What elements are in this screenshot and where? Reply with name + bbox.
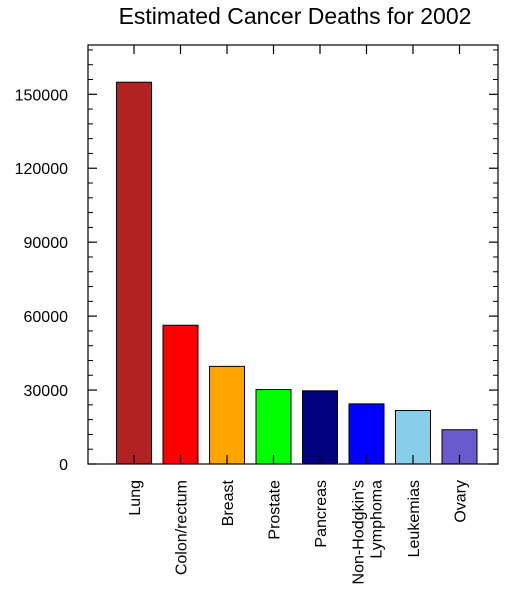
- bar-4: [302, 390, 338, 465]
- y-tick-label: 0: [59, 457, 68, 474]
- bar-0: [116, 81, 152, 465]
- bar-3: [255, 389, 292, 465]
- chart-title: Estimated Cancer Deaths for 2002: [119, 3, 472, 29]
- y-tick-label: 90000: [24, 235, 69, 252]
- x-category-label: Ovary: [453, 480, 470, 523]
- bar-1: [162, 324, 199, 465]
- x-category-label: Colon/rectum: [174, 480, 191, 575]
- bars-layer: [116, 81, 478, 465]
- bar-2: [209, 365, 245, 465]
- y-tick-label: 150000: [15, 87, 68, 104]
- bar-5: [348, 403, 385, 465]
- y-tick-label: 60000: [24, 309, 69, 326]
- x-category-label: Prostate: [267, 480, 284, 540]
- x-category-label: Non-Hodgkin's: [351, 480, 368, 584]
- x-category-label: Lung: [127, 480, 144, 516]
- ticks-layer: [88, 45, 498, 465]
- y-tick-label: 120000: [15, 161, 68, 178]
- y-tick-label: 30000: [24, 383, 69, 400]
- plot-frame: [87, 44, 499, 465]
- x-category-label: Breast: [220, 479, 237, 526]
- x-category-label: Lymphoma: [369, 480, 386, 559]
- x-category-label: Leukemias: [406, 480, 423, 557]
- x-category-label: Pancreas: [313, 480, 330, 548]
- labels-layer: 0 30000 60000 90000 120000 150000 Lung Colon/re…: [15, 87, 470, 584]
